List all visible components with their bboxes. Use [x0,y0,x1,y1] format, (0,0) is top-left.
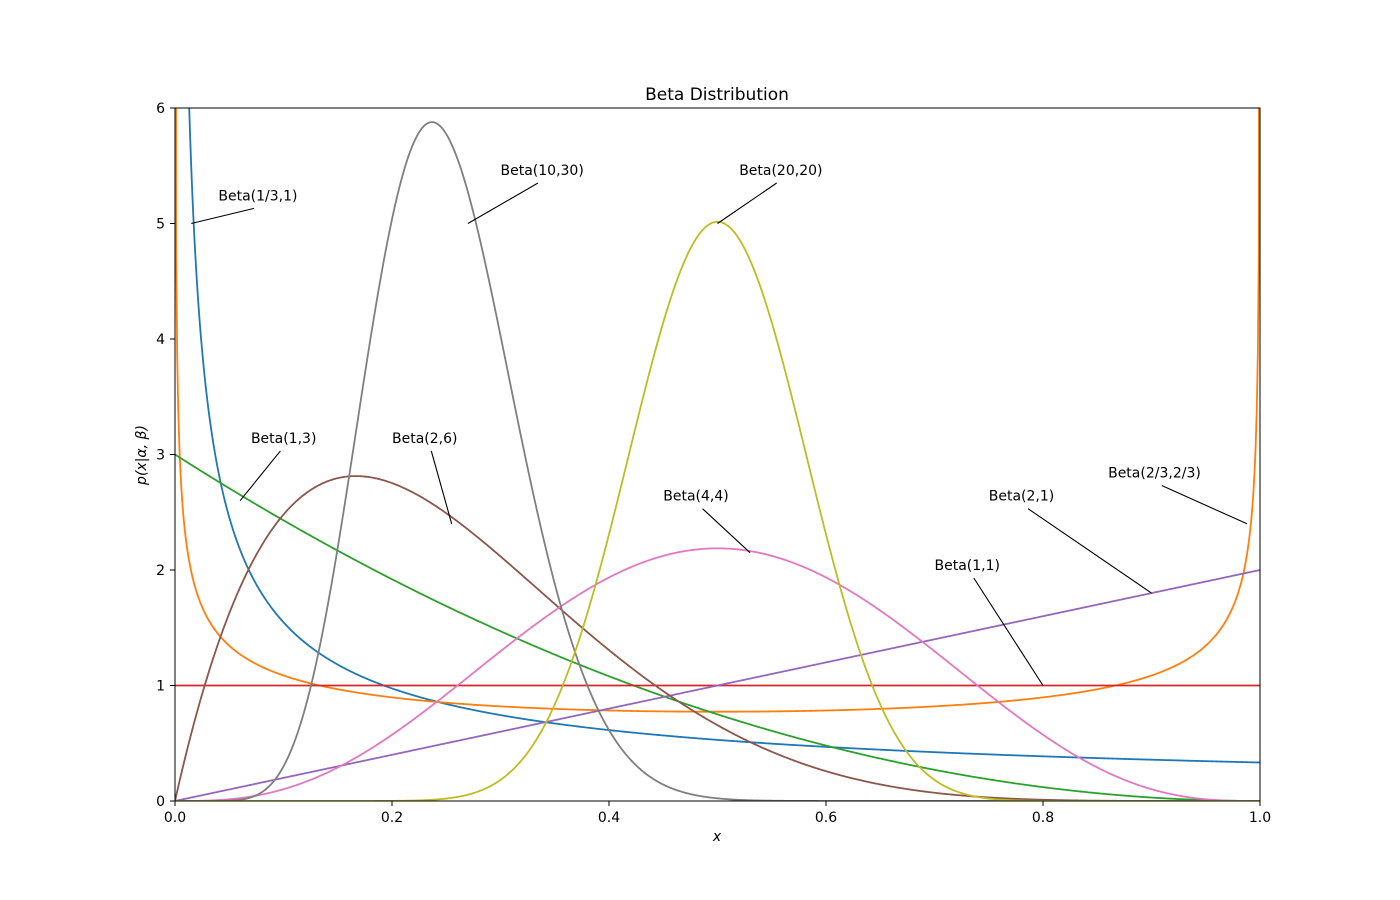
series-line-3 [175,453,1260,801]
y-tick-label: 6 [156,101,165,117]
annotation-arrow [1027,508,1152,594]
annotation-arrow [717,182,777,224]
x-tick-label: 0.2 [381,810,403,826]
annotation-label: Beta(4,4) [663,489,728,505]
annotation-arrow [702,508,751,554]
annotation-label: Beta(1,3) [251,431,316,447]
x-tick-label: 0.0 [164,810,186,826]
annotation-label: Beta(2,1) [989,489,1054,505]
annotation-arrow [430,450,453,524]
y-axis-label: p(x|α, β) [134,425,150,486]
y-tick-label: 1 [156,679,165,695]
x-axis-label: x [712,829,722,845]
x-tick-label: 0.4 [598,810,620,826]
annotation-arrow [191,207,255,225]
annotation-label: Beta(2,6) [392,431,457,447]
annotation-label: Beta(20,20) [739,163,822,179]
series-line-2 [175,108,1260,713]
y-tick-label: 4 [156,332,165,348]
x-tick-label: 0.6 [815,810,837,826]
annotation-label: Beta(2/3,2/3) [1108,466,1201,482]
annotation-label: Beta(1,1) [935,558,1000,574]
series-line-7 [175,547,1260,801]
x-tick-label: 0.8 [1032,810,1054,826]
y-axis-ticks: 0 1 2 3 4 5 6 [156,101,175,810]
series-line-5 [175,569,1260,801]
annotation-label: Beta(1/3,1) [218,188,297,204]
chart-title: Beta Distribution [645,85,789,105]
x-tick-label: 1.0 [1249,810,1271,826]
y-tick-label: 5 [156,217,165,233]
y-tick-label: 2 [156,563,165,579]
annotation-arrow [973,577,1044,686]
y-tick-label: 0 [156,794,165,810]
annotations: Beta(1/3,1) Beta(10,30) Beta(20,20) Beta(1,… [191,163,1248,686]
y-tick-label: 3 [156,448,165,464]
annotation-arrow [467,182,539,224]
x-axis-ticks: 0.0 0.2 0.4 0.6 0.8 1.0 [164,801,1271,826]
annotation-label: Beta(10,30) [501,163,584,179]
series-line-8 [175,121,1260,801]
annotation-arrow [1161,485,1248,525]
annotation-arrow [239,450,281,502]
